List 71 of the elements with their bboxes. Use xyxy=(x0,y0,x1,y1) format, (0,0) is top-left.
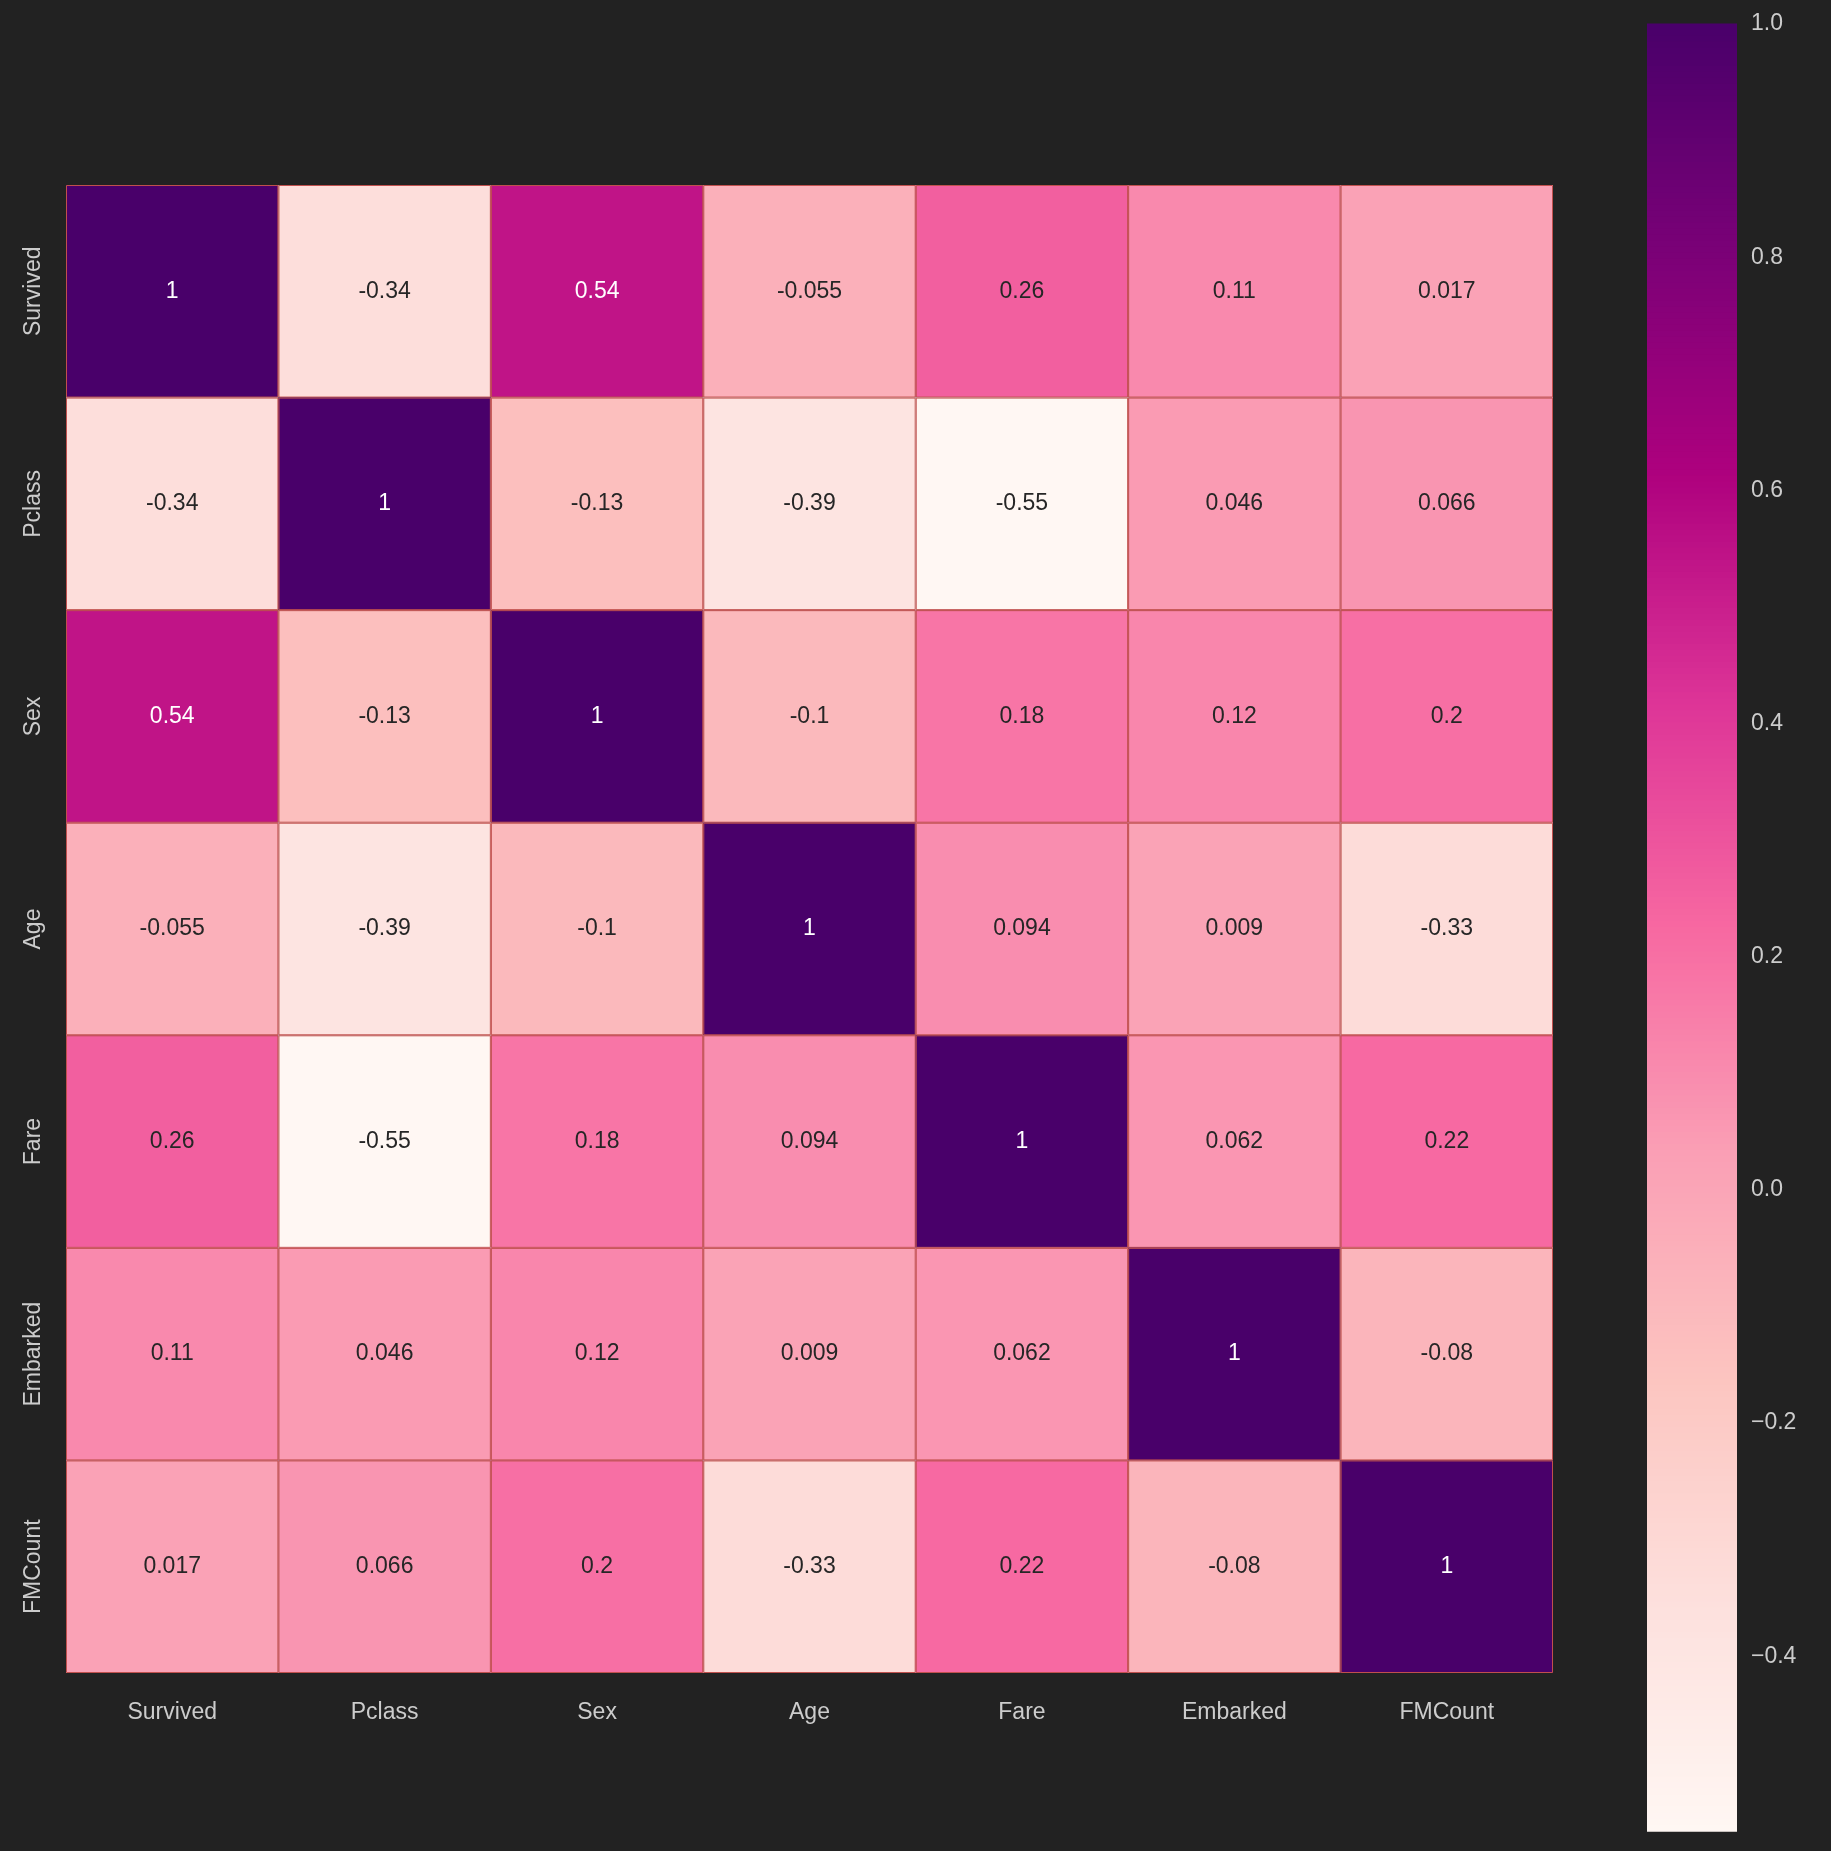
data-label: 0.017 xyxy=(1418,276,1476,303)
data-label: 1 xyxy=(1227,1339,1241,1366)
data-label: 0.046 xyxy=(1205,489,1264,516)
x-tick-label: Survived xyxy=(127,1698,217,1725)
x-tick-label: Sex xyxy=(577,1698,618,1725)
data-label: 0.094 xyxy=(993,914,1051,941)
data-label: 1 xyxy=(165,276,179,303)
data-label: 0.22 xyxy=(999,1552,1045,1579)
data-label: 0.2 xyxy=(581,1552,614,1579)
data-label: 0.009 xyxy=(780,1339,839,1366)
data-label: 0.22 xyxy=(1424,1126,1470,1153)
color-bar-label: 0.8 xyxy=(1751,242,1783,269)
data-label: 0.18 xyxy=(574,1126,620,1153)
data-label: 0.046 xyxy=(355,1339,414,1366)
color-bar-label: −0.2 xyxy=(1751,1408,1797,1435)
data-label: -0.34 xyxy=(146,489,199,516)
y-tick-label: Sex xyxy=(19,696,46,737)
data-label: -0.39 xyxy=(783,489,836,516)
color-bar-label: 1.0 xyxy=(1751,9,1783,36)
data-label: 0.26 xyxy=(999,276,1045,303)
data-label: 0.26 xyxy=(149,1126,195,1153)
color-bar-label: 0.0 xyxy=(1751,1175,1783,1202)
data-label: 0.017 xyxy=(143,1552,201,1579)
color-bar-label: 0.2 xyxy=(1751,942,1783,969)
data-label: -0.13 xyxy=(358,701,411,728)
x-tick-label: Fare xyxy=(998,1698,1046,1725)
y-tick-label: Survived xyxy=(19,246,46,337)
data-label: -0.08 xyxy=(1208,1552,1261,1579)
data-label: 0.062 xyxy=(993,1339,1051,1366)
data-label: 1 xyxy=(1440,1552,1454,1579)
data-label: 0.11 xyxy=(1212,276,1256,303)
data-label: 0.11 xyxy=(150,1339,194,1366)
data-label: -0.55 xyxy=(995,489,1049,516)
data-label: -0.55 xyxy=(358,1126,411,1153)
color-bar-label: −0.4 xyxy=(1751,1641,1797,1668)
color-bar-label: 0.6 xyxy=(1751,475,1783,502)
data-label: 1 xyxy=(378,489,392,516)
x-tick-label: Age xyxy=(789,1698,830,1725)
data-label: 1 xyxy=(1015,1126,1029,1153)
data-label: 0.18 xyxy=(999,701,1045,728)
data-label: 0.54 xyxy=(149,701,195,728)
data-label: -0.08 xyxy=(1420,1339,1473,1366)
data-label: -0.39 xyxy=(358,914,411,941)
y-tick-label: FMCount xyxy=(19,1518,46,1615)
color-bar-label: 0.4 xyxy=(1751,708,1784,735)
x-tick-label: FMCount xyxy=(1399,1698,1495,1725)
data-label: -0.34 xyxy=(358,276,412,303)
data-label: 0.066 xyxy=(355,1552,414,1579)
x-tick-label: Embarked xyxy=(1181,1698,1287,1725)
data-label: 0.009 xyxy=(1205,914,1264,941)
data-label: 0.12 xyxy=(574,1339,620,1366)
data-label: -0.055 xyxy=(776,276,843,303)
data-label: -0.1 xyxy=(789,701,830,728)
data-label: 1 xyxy=(590,701,604,728)
data-label: -0.1 xyxy=(577,914,617,941)
y-tick-label: Age xyxy=(19,908,46,950)
data-label: 0.094 xyxy=(780,1126,839,1153)
y-tick-label: Embarked xyxy=(19,1301,46,1407)
data-label: 0.12 xyxy=(1211,701,1257,728)
data-label: 0.062 xyxy=(1205,1126,1264,1153)
y-tick-label: Pclass xyxy=(19,469,46,538)
y-tick-label: Fare xyxy=(19,1117,46,1166)
data-label: 0.2 xyxy=(1430,701,1463,728)
data-label: -0.055 xyxy=(139,914,205,941)
data-label: 1 xyxy=(803,914,816,941)
data-label: 0.54 xyxy=(574,276,620,303)
x-tick-label: Pclass xyxy=(350,1698,419,1725)
data-label: 0.066 xyxy=(1418,489,1476,516)
data-label: -0.33 xyxy=(1420,914,1473,941)
data-label: -0.13 xyxy=(570,489,624,516)
data-label: -0.33 xyxy=(783,1552,836,1579)
